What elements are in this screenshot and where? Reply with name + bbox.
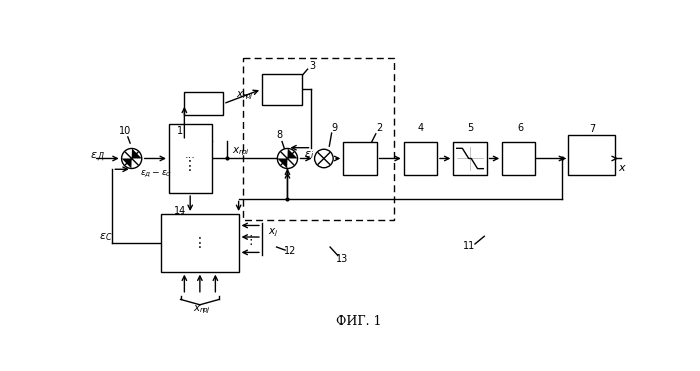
Bar (343, 142, 377, 175)
Text: 2: 2 (377, 123, 383, 133)
Text: ⋮: ⋮ (244, 234, 256, 247)
Bar (184, 92, 223, 115)
Text: 6: 6 (517, 123, 523, 133)
Polygon shape (288, 148, 298, 158)
Text: ⋮: ⋮ (183, 159, 197, 173)
Text: $\varepsilon_i$: $\varepsilon_i$ (304, 150, 314, 161)
Text: $\varepsilon_{\mathit{Д}}-\varepsilon_{\mathit{C}}$: $\varepsilon_{\mathit{Д}}-\varepsilon_{\… (139, 168, 172, 179)
Text: ...: ... (185, 150, 195, 160)
Text: 7: 7 (589, 124, 596, 134)
Bar (242, 58, 393, 220)
Circle shape (122, 148, 141, 168)
Circle shape (314, 149, 333, 168)
Polygon shape (132, 148, 141, 158)
Text: $x_{n\!p\!j}$: $x_{n\!p\!j}$ (236, 90, 253, 102)
Bar (568, 135, 615, 175)
Text: 10: 10 (118, 126, 131, 136)
Text: 14: 14 (174, 206, 187, 216)
Text: 1: 1 (177, 126, 183, 136)
Text: 13: 13 (335, 254, 348, 263)
Bar (169, 124, 211, 193)
Text: 9: 9 (332, 123, 338, 133)
Text: 5: 5 (467, 123, 473, 133)
Text: 12: 12 (284, 246, 297, 256)
Bar (502, 142, 536, 175)
Text: 8: 8 (276, 130, 283, 140)
Text: $x_{n\!p\!i}$: $x_{n\!p\!i}$ (232, 145, 250, 158)
Text: $x_{n\!p\!j}$: $x_{n\!p\!j}$ (193, 303, 210, 316)
Text: 11: 11 (463, 241, 475, 251)
Text: ⋮: ⋮ (193, 236, 206, 250)
Text: 4: 4 (418, 123, 424, 133)
Text: $x_j$: $x_j$ (268, 227, 279, 239)
Bar (404, 142, 437, 175)
Bar (262, 74, 302, 105)
Text: $\varepsilon_{\mathit{C}}$: $\varepsilon_{\mathit{C}}$ (99, 231, 113, 243)
Bar (454, 142, 486, 175)
Bar (161, 214, 239, 272)
Text: $x$: $x$ (618, 163, 626, 173)
Text: $\varepsilon_{\mathit{\,Д}}$: $\varepsilon_{\mathit{\,Д}}$ (90, 151, 105, 163)
Circle shape (277, 148, 297, 168)
Text: 3: 3 (309, 61, 315, 71)
Polygon shape (122, 158, 132, 168)
Polygon shape (277, 158, 288, 168)
Text: ФИГ. 1: ФИГ. 1 (336, 315, 382, 328)
